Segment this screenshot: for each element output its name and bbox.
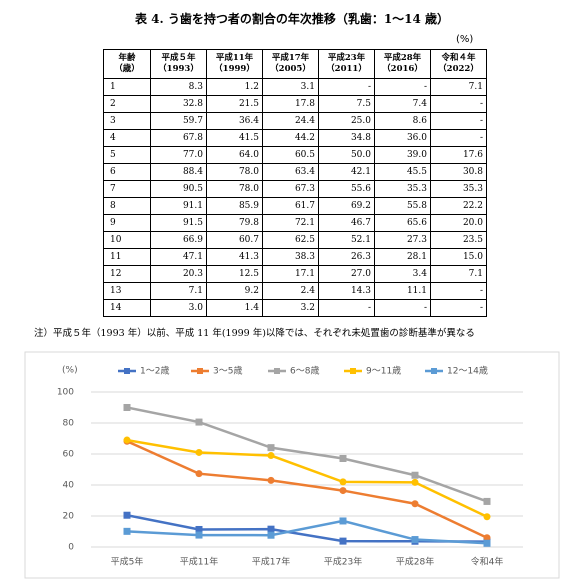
point: [339, 478, 347, 486]
point: [267, 452, 275, 460]
point: [267, 525, 275, 533]
table-cell: 22.2: [430, 197, 487, 215]
data-table: 年齢 （歳） 平成５年 （1993） 平成11年 （1999） 平成17年 （2005…: [103, 49, 487, 317]
point: [339, 487, 347, 495]
legend-marker: [274, 368, 280, 374]
point: [483, 513, 491, 521]
point: [339, 454, 347, 462]
point: [267, 444, 275, 452]
x-tick-label: 平成28年: [396, 556, 434, 568]
y-axis-label: (%): [62, 366, 78, 376]
table-cell: 7.1: [430, 78, 487, 96]
series-line: [126, 438, 488, 518]
header-cell: 令和４年 （2022）: [430, 49, 487, 79]
table-row: 3 59.7 36.4 24.4 25.0 8.6-: [103, 112, 487, 130]
table-row: 8 91.1 85.9 61.7 69.2 55.8 22.2: [103, 197, 487, 215]
table-cell: 3.0: [150, 299, 207, 317]
point: [411, 471, 419, 479]
series-line: [126, 406, 488, 503]
x-tick-label: 平成5年: [111, 556, 144, 568]
point: [411, 536, 419, 544]
legend-marker: [431, 368, 437, 374]
y-tick-label: 20: [63, 512, 75, 522]
point: [483, 534, 491, 542]
x-tick-label: 平成23年: [324, 556, 362, 568]
table-row: 11 47.1 41.3 38.3 26.3 28.1 15.0: [103, 248, 487, 266]
point: [195, 470, 203, 478]
table-cell: -: [430, 299, 487, 317]
x-tick-label: 平成11年: [180, 556, 218, 568]
point: [123, 527, 131, 535]
series-line: [126, 519, 488, 545]
x-tick-label: 平成17年: [252, 556, 290, 568]
table-note: 注）平成５年（1993 年）以前、平成 11 年(1999 年)以降では、それぞ…: [34, 328, 475, 339]
point: [339, 517, 347, 525]
table-row: 13 7.1 9.2 2.4 14.3 11.1-: [103, 282, 487, 300]
point: [267, 531, 275, 539]
table-row: 6 88.4 78.0 63.4 42.1 45.5 30.8: [103, 163, 487, 181]
chart-frame: [24, 351, 560, 579]
y-tick-label: 80: [63, 419, 75, 429]
y-tick-label: 60: [63, 450, 75, 460]
y-tick-label: 40: [63, 481, 75, 491]
point: [195, 531, 203, 539]
point: [483, 497, 491, 505]
point: [483, 539, 491, 547]
point: [195, 525, 203, 533]
y-tick-label: 0: [68, 543, 74, 553]
table-row: 4 67.8 41.5 44.2 34.8 36.0-: [103, 129, 487, 147]
y-tick-label: 100: [57, 388, 74, 398]
table-cell: 14: [103, 299, 151, 317]
header-cell: 平成28年 （2016）: [374, 49, 431, 79]
table-cell: 35.3: [430, 180, 487, 198]
point: [339, 537, 347, 545]
header-cell: 年齢 （歳）: [103, 49, 151, 79]
legend-label: 6～8歳: [290, 365, 319, 377]
legend-marker: [350, 368, 356, 374]
x-tick-label: 令和4年: [471, 556, 504, 568]
legend-label: 12～14歳: [447, 365, 488, 377]
point: [123, 511, 131, 519]
point: [195, 448, 203, 456]
point: [411, 500, 419, 508]
point: [411, 478, 419, 486]
table-title: 表 4. う歯を持つ者の割合の年次推移（乳歯：1～14 歳）: [134, 12, 450, 26]
point: [123, 436, 131, 444]
series-line: [126, 440, 488, 539]
legend-label: 3～5歳: [213, 365, 242, 377]
table-cell: -: [430, 282, 487, 300]
table-unit: (%): [456, 34, 474, 45]
legend-marker: [124, 368, 130, 374]
table-row: 14 3.0 1.4 3.2- - -: [103, 299, 487, 317]
point: [267, 476, 275, 484]
point: [195, 418, 203, 426]
legend-marker: [197, 368, 203, 374]
legend-label: 9～11歳: [366, 365, 401, 377]
header-cell: 平成５年 （1993）: [150, 49, 207, 79]
point: [123, 404, 131, 411]
legend-label: 1～2歳: [140, 365, 169, 377]
